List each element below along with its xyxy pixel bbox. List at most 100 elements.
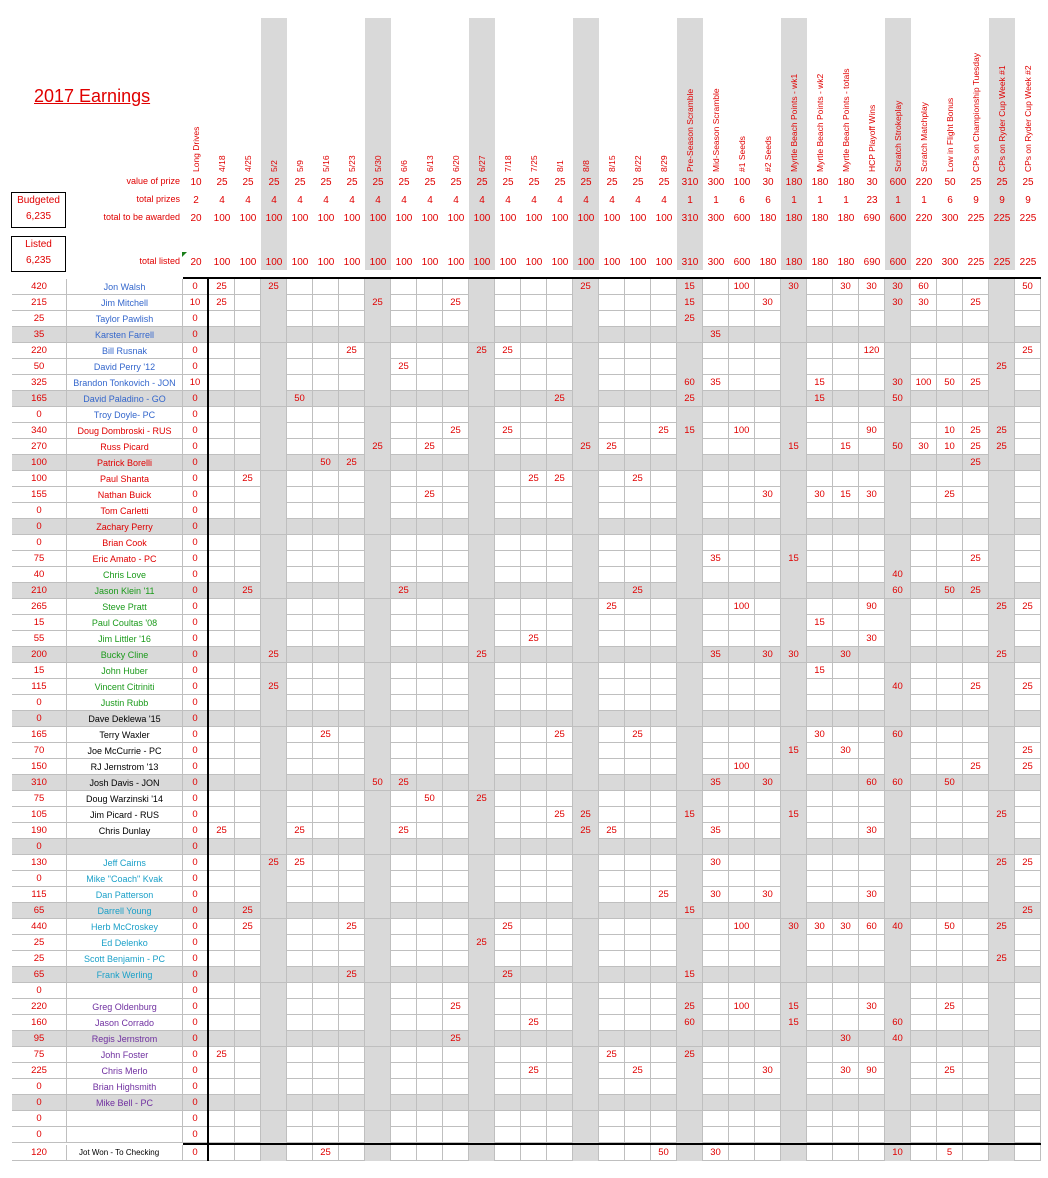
score-cell[interactable]: [417, 583, 443, 599]
score-cell[interactable]: [859, 615, 885, 631]
score-cell[interactable]: [729, 887, 755, 903]
player-total[interactable]: 75: [12, 551, 67, 567]
score-cell[interactable]: [729, 535, 755, 551]
score-cell[interactable]: [781, 791, 807, 807]
score-cell[interactable]: [573, 759, 599, 775]
score-cell[interactable]: 0: [183, 1111, 209, 1127]
score-cell[interactable]: [547, 791, 573, 807]
score-cell[interactable]: [261, 295, 287, 311]
score-cell[interactable]: [677, 919, 703, 935]
score-cell[interactable]: 25: [599, 599, 625, 615]
score-cell[interactable]: [781, 727, 807, 743]
score-cell[interactable]: [261, 775, 287, 791]
score-cell[interactable]: [755, 1047, 781, 1063]
score-cell[interactable]: [651, 1111, 677, 1127]
player-total[interactable]: 0: [12, 711, 67, 727]
score-cell[interactable]: [521, 551, 547, 567]
score-cell[interactable]: [885, 855, 911, 871]
score-cell[interactable]: [807, 935, 833, 951]
score-cell[interactable]: [209, 503, 235, 519]
score-cell[interactable]: [911, 983, 937, 999]
score-cell[interactable]: [313, 1079, 339, 1095]
score-cell[interactable]: [677, 647, 703, 663]
score-cell[interactable]: [521, 359, 547, 375]
score-cell[interactable]: [911, 711, 937, 727]
score-cell[interactable]: [599, 679, 625, 695]
score-cell[interactable]: [807, 983, 833, 999]
score-cell[interactable]: [859, 375, 885, 391]
score-cell[interactable]: [547, 935, 573, 951]
score-cell[interactable]: [677, 775, 703, 791]
score-cell[interactable]: [547, 439, 573, 455]
score-cell[interactable]: [781, 583, 807, 599]
score-cell[interactable]: [495, 1031, 521, 1047]
score-cell[interactable]: [651, 551, 677, 567]
score-cell[interactable]: [1015, 823, 1041, 839]
score-cell[interactable]: 25: [209, 1047, 235, 1063]
score-cell[interactable]: [573, 343, 599, 359]
score-cell[interactable]: [209, 1145, 235, 1161]
score-cell[interactable]: [443, 695, 469, 711]
score-cell[interactable]: [781, 631, 807, 647]
score-cell[interactable]: [625, 1111, 651, 1127]
score-cell[interactable]: [651, 695, 677, 711]
score-cell[interactable]: [755, 807, 781, 823]
score-cell[interactable]: [625, 1031, 651, 1047]
score-cell[interactable]: [937, 695, 963, 711]
score-cell[interactable]: [1015, 439, 1041, 455]
score-cell[interactable]: [313, 615, 339, 631]
score-cell[interactable]: [521, 487, 547, 503]
score-cell[interactable]: [443, 471, 469, 487]
score-cell[interactable]: [781, 391, 807, 407]
player-name[interactable]: Darrell Young: [67, 903, 183, 919]
score-cell[interactable]: [495, 455, 521, 471]
score-cell[interactable]: [625, 439, 651, 455]
score-cell[interactable]: 30: [833, 1063, 859, 1079]
score-cell[interactable]: [235, 311, 261, 327]
score-cell[interactable]: 35: [703, 775, 729, 791]
score-cell[interactable]: [989, 759, 1015, 775]
score-cell[interactable]: [911, 951, 937, 967]
score-cell[interactable]: [989, 487, 1015, 503]
score-cell[interactable]: [651, 439, 677, 455]
score-cell[interactable]: [911, 1063, 937, 1079]
score-cell[interactable]: 25: [313, 727, 339, 743]
score-cell[interactable]: 0: [183, 679, 209, 695]
player-name[interactable]: Paul Coultas '08: [67, 615, 183, 631]
score-cell[interactable]: [339, 631, 365, 647]
score-cell[interactable]: [885, 631, 911, 647]
score-cell[interactable]: [729, 343, 755, 359]
player-total[interactable]: 150: [12, 759, 67, 775]
score-cell[interactable]: [781, 823, 807, 839]
score-cell[interactable]: [703, 487, 729, 503]
score-cell[interactable]: [781, 503, 807, 519]
score-cell[interactable]: [573, 503, 599, 519]
score-cell[interactable]: [443, 983, 469, 999]
score-cell[interactable]: [651, 663, 677, 679]
score-cell[interactable]: [235, 1015, 261, 1031]
score-cell[interactable]: 25: [417, 487, 443, 503]
score-cell[interactable]: [287, 887, 313, 903]
score-cell[interactable]: [495, 1079, 521, 1095]
score-cell[interactable]: [937, 471, 963, 487]
score-cell[interactable]: [1015, 791, 1041, 807]
score-cell[interactable]: [729, 663, 755, 679]
score-cell[interactable]: [339, 1095, 365, 1111]
score-cell[interactable]: [833, 359, 859, 375]
score-cell[interactable]: [547, 535, 573, 551]
score-cell[interactable]: [391, 839, 417, 855]
score-cell[interactable]: [937, 615, 963, 631]
score-cell[interactable]: [443, 1095, 469, 1111]
score-cell[interactable]: [807, 807, 833, 823]
score-cell[interactable]: [339, 567, 365, 583]
score-cell[interactable]: [287, 599, 313, 615]
score-cell[interactable]: [755, 583, 781, 599]
score-cell[interactable]: [755, 1015, 781, 1031]
score-cell[interactable]: 0: [183, 839, 209, 855]
score-cell[interactable]: [521, 1127, 547, 1143]
score-cell[interactable]: [365, 695, 391, 711]
score-cell[interactable]: [937, 887, 963, 903]
score-cell[interactable]: [989, 471, 1015, 487]
score-cell[interactable]: [469, 375, 495, 391]
player-name[interactable]: Dan Patterson: [67, 887, 183, 903]
